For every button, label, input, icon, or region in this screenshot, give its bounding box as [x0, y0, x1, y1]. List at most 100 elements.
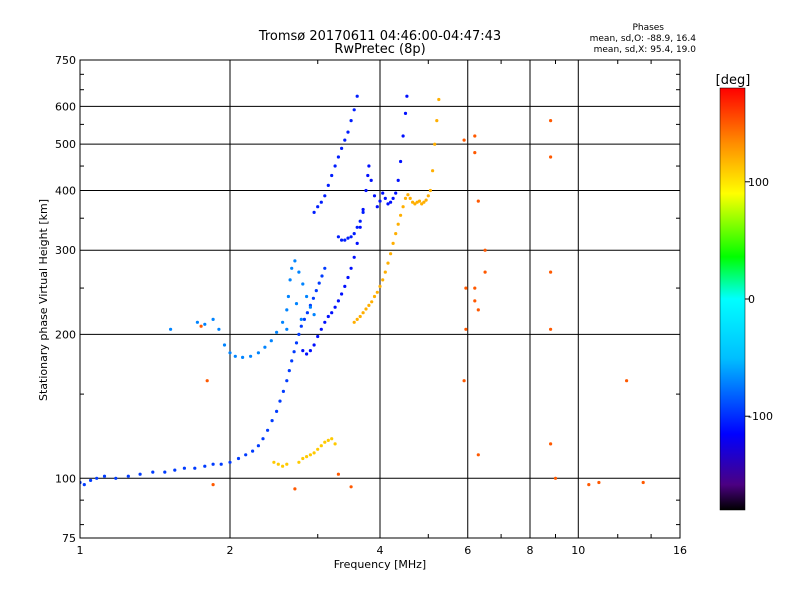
echo-point: [287, 369, 291, 373]
echo-point: [405, 94, 409, 98]
echo-point: [401, 205, 405, 209]
echo-point: [549, 327, 553, 331]
echo-point: [352, 320, 356, 324]
echo-point: [163, 470, 167, 474]
echo-point: [270, 419, 274, 423]
echo-point: [299, 324, 303, 328]
echo-point: [285, 308, 289, 312]
echo-point: [483, 270, 487, 274]
echo-point: [431, 169, 435, 173]
echo-point: [381, 191, 385, 195]
echo-point: [323, 440, 327, 444]
echo-point: [597, 480, 601, 485]
echo-point: [256, 351, 260, 355]
echo-point: [625, 379, 629, 383]
echo-point: [251, 449, 255, 453]
echo-point: [361, 210, 365, 214]
echo-point: [369, 178, 373, 182]
y-axis-label: Stationary phase Virtual Height [km]: [37, 199, 50, 401]
grid-lines: [80, 60, 680, 538]
echo-point: [358, 219, 362, 223]
echo-point: [355, 94, 359, 98]
echo-point: [308, 349, 312, 353]
echo-point: [169, 327, 173, 331]
echo-point: [312, 210, 316, 214]
echo-point: [587, 483, 591, 487]
echo-point: [378, 199, 382, 203]
echo-point: [333, 305, 337, 309]
echo-point: [553, 476, 558, 480]
echo-point: [278, 399, 282, 403]
echo-point: [399, 159, 403, 164]
echo-point: [269, 339, 273, 343]
echo-point: [473, 286, 477, 290]
x-tick-label: 6: [464, 544, 471, 557]
stats-line-o: mean, sd,O: -88.9, 16.4: [590, 34, 697, 44]
echo-point: [396, 178, 400, 182]
echo-point: [549, 442, 553, 446]
echo-point: [312, 313, 316, 317]
echo-point: [355, 225, 359, 229]
echo-point: [424, 198, 428, 202]
echo-point: [182, 466, 186, 470]
echo-point: [333, 164, 337, 168]
stats-heading: Phases: [632, 23, 664, 33]
echo-point: [462, 379, 466, 383]
echo-point: [323, 194, 327, 198]
echo-point: [281, 389, 285, 393]
echo-point: [386, 261, 390, 265]
echo-point: [286, 294, 290, 299]
echo-point: [375, 205, 379, 209]
x-tick-label: 8: [527, 544, 534, 557]
echo-point: [326, 314, 330, 319]
echo-point: [299, 317, 303, 321]
echo-point: [473, 134, 477, 138]
echo-point: [211, 483, 215, 487]
echo-point: [173, 468, 177, 472]
echo-point: [483, 248, 487, 252]
echo-point: [352, 255, 356, 259]
echo-point: [266, 428, 270, 432]
x-tick-label: 16: [673, 544, 687, 557]
echo-point: [312, 343, 316, 347]
echo-point: [256, 444, 260, 448]
echo-point: [336, 472, 340, 476]
echo-point: [275, 330, 279, 334]
echo-point: [433, 142, 437, 146]
echo-point: [323, 320, 327, 324]
y-tick-label: 400: [55, 184, 76, 197]
echo-point: [355, 317, 359, 321]
echo-point: [308, 305, 312, 309]
chart-title-line2: RwPretec (8p): [334, 42, 425, 57]
echo-point: [340, 238, 344, 242]
echo-point: [288, 278, 292, 282]
echo-point: [138, 472, 142, 476]
colorbar-tick-label: 100: [748, 176, 769, 189]
echo-point: [203, 464, 207, 468]
echo-point: [290, 266, 294, 270]
y-tick-label: 750: [55, 54, 76, 67]
echo-point: [244, 453, 248, 457]
echo-point: [381, 278, 385, 282]
echo-point: [333, 442, 337, 446]
echo-point: [340, 292, 344, 296]
echo-point: [372, 294, 377, 299]
echo-point: [89, 478, 93, 482]
echo-point: [323, 266, 327, 270]
echo-point: [330, 311, 334, 315]
echo-point: [217, 327, 221, 331]
echo-point: [417, 199, 422, 203]
echo-point: [346, 130, 350, 134]
plot-frame: [79, 59, 681, 539]
echo-point: [370, 300, 374, 304]
echo-point: [126, 474, 130, 478]
echo-point: [228, 351, 232, 355]
echo-point: [297, 332, 301, 336]
echo-point: [343, 238, 347, 242]
y-tick-label: 200: [55, 328, 76, 341]
echo-point: [389, 252, 393, 256]
echo-point: [297, 460, 301, 464]
echo-point: [343, 284, 347, 288]
echo-point: [272, 460, 276, 464]
